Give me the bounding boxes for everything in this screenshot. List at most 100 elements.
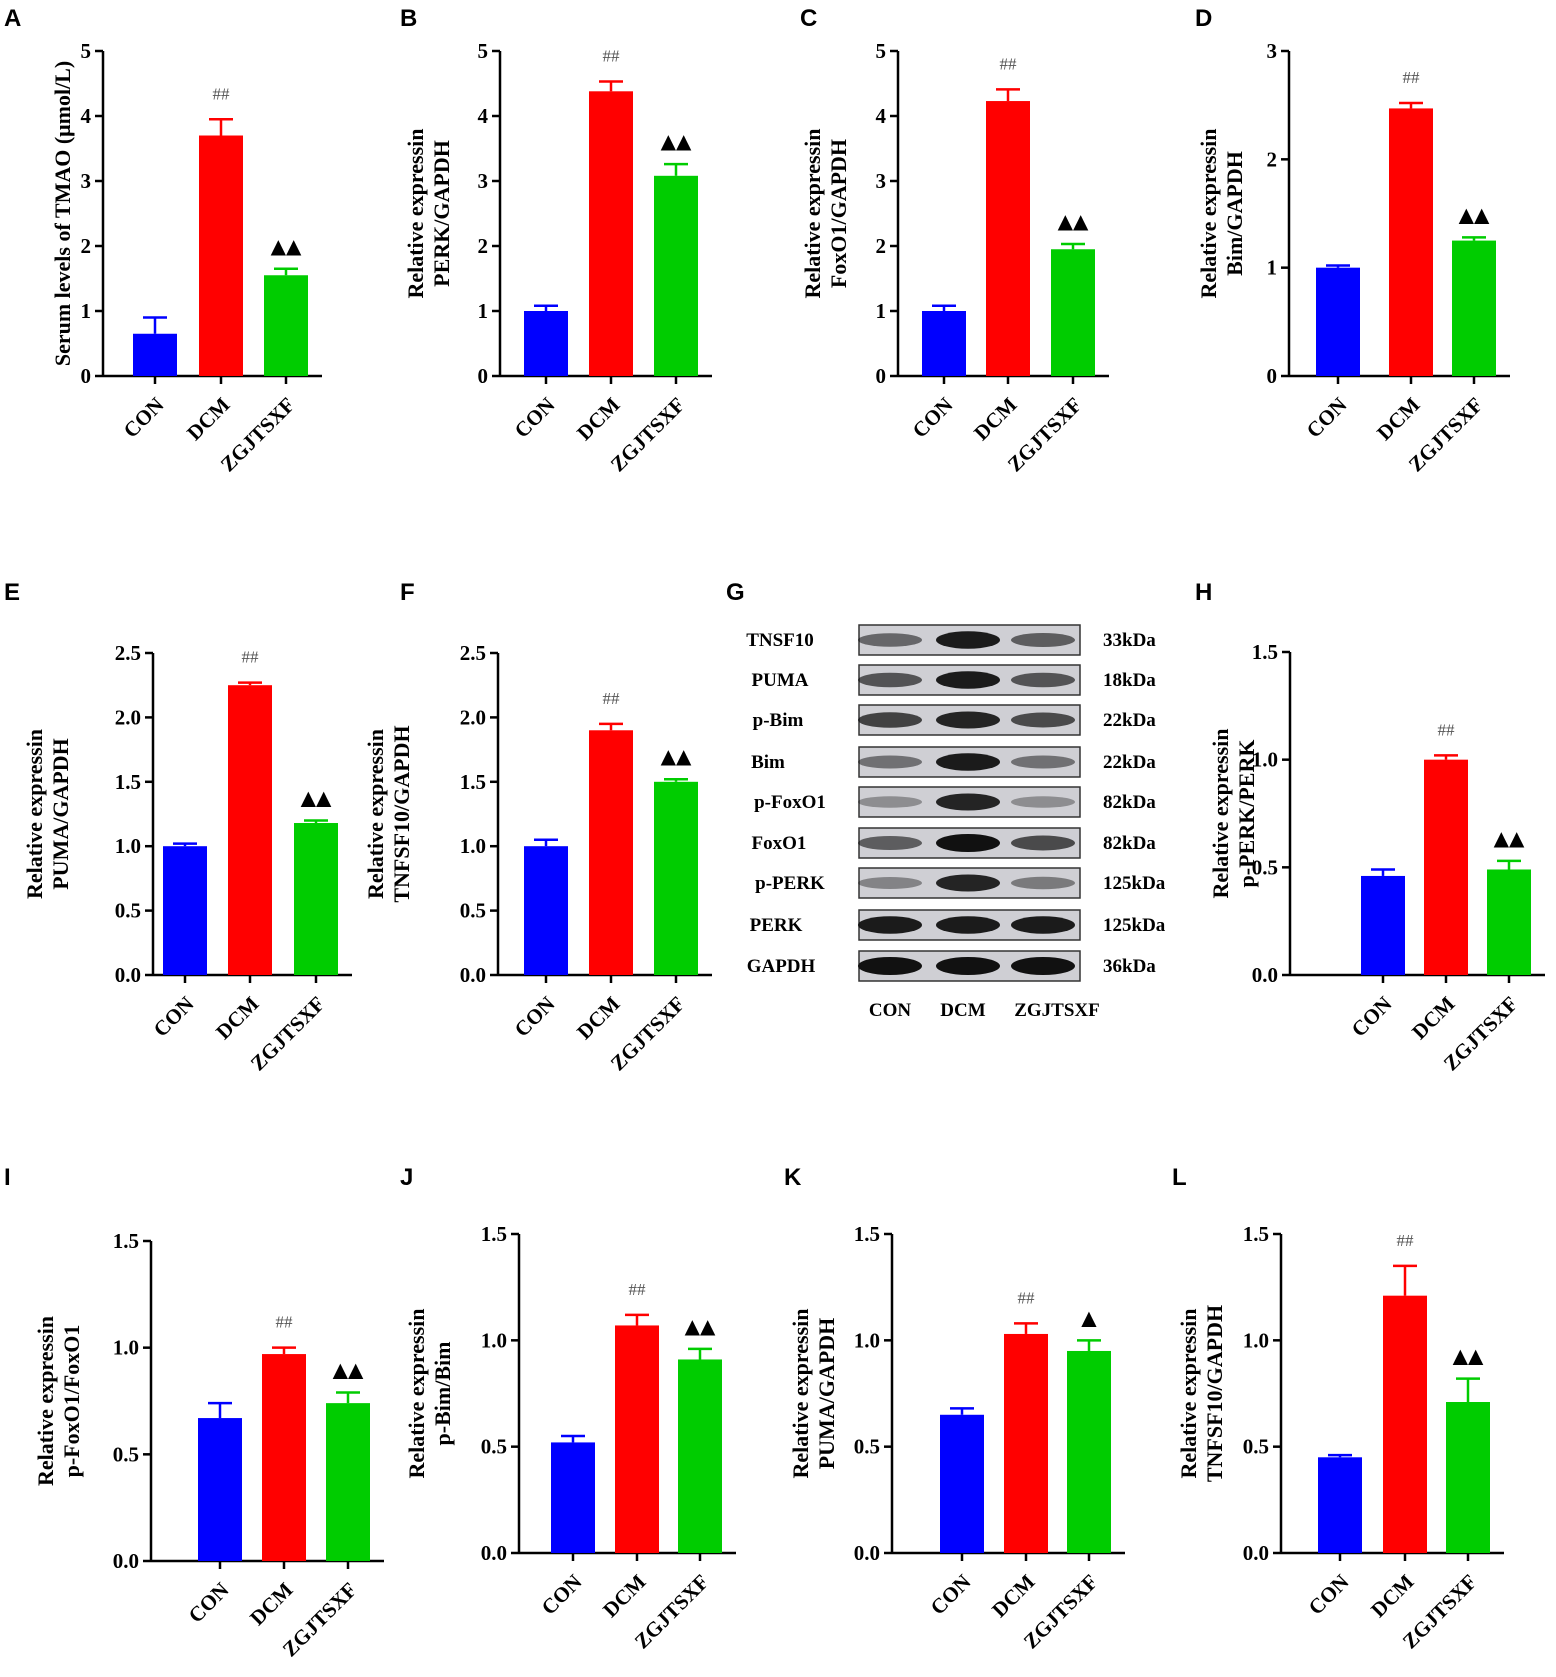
y-axis-title: Bim/GAPDH <box>1222 151 1247 276</box>
blot-size-label: 33kDa <box>1103 630 1156 651</box>
blot-band <box>858 836 922 850</box>
y-tick-label: 5 <box>876 39 887 63</box>
y-tick-label: 0 <box>876 364 887 388</box>
blot-protein-label: PUMA <box>752 670 809 691</box>
y-tick-label: 1.0 <box>481 1328 507 1352</box>
y-tick-label: 0 <box>478 364 489 388</box>
blot-protein-label: FoxO1 <box>752 833 807 854</box>
significance-triangle: ▲▲ <box>1459 202 1490 226</box>
blot-size-label: 36kDa <box>1103 956 1156 977</box>
blot-band <box>1011 876 1075 890</box>
significance-triangle: ▲▲ <box>333 1357 364 1381</box>
panel-letter: K <box>784 1164 802 1191</box>
blot-band <box>936 631 1000 649</box>
y-tick-label: 2 <box>1267 147 1278 171</box>
y-tick-label: 2 <box>81 234 92 258</box>
blot-protein-label: PERK <box>750 915 803 936</box>
y-tick-label: 4 <box>478 104 489 128</box>
significance-triangle: ▲▲ <box>661 744 692 768</box>
x-category-label: DCM <box>1407 991 1460 1044</box>
y-tick-label: 1.5 <box>113 1229 139 1253</box>
significance-hash: ## <box>603 47 621 66</box>
panel-letter: D <box>1195 5 1212 32</box>
y-axis-title: PUMA/GAPDH <box>48 738 73 890</box>
significance-triangle: ▲▲ <box>661 129 692 153</box>
bar-con <box>1361 875 1405 975</box>
y-tick-label: 1.5 <box>1243 1222 1269 1246</box>
y-tick-label: 4 <box>81 104 92 128</box>
bar-zgjtsxf <box>1067 1350 1111 1553</box>
blot-band <box>936 671 1000 689</box>
y-tick-label: 1.0 <box>1243 1328 1269 1352</box>
bar-dcm <box>199 135 243 376</box>
x-category-label: DCM <box>987 1569 1040 1622</box>
blot-band <box>1011 796 1075 808</box>
y-tick-label: 0.0 <box>460 963 486 987</box>
significance-hash: ## <box>1397 1231 1415 1250</box>
y-tick-label: 2 <box>478 234 489 258</box>
blot-band <box>858 633 922 647</box>
blot-band <box>1011 835 1075 851</box>
blot-band <box>1011 755 1075 769</box>
bar-con <box>922 311 966 376</box>
bar-zgjtsxf <box>294 823 338 975</box>
y-tick-label: 0.0 <box>1243 1541 1269 1565</box>
bar-dcm <box>1424 759 1468 975</box>
panel-letter: F <box>400 579 415 606</box>
bar-con <box>1316 267 1360 376</box>
y-tick-label: 3 <box>81 169 92 193</box>
y-tick-label: 0.0 <box>481 1541 507 1565</box>
blot-lane-label: CON <box>869 1000 912 1021</box>
y-tick-label: 2.5 <box>460 641 486 665</box>
y-tick-label: 3 <box>876 169 887 193</box>
bar-zgjtsxf <box>1051 249 1095 376</box>
panel-letter: B <box>400 5 417 32</box>
panel-letter: C <box>800 5 817 32</box>
y-tick-label: 0.5 <box>460 899 486 923</box>
y-tick-label: 1.0 <box>460 834 486 858</box>
y-tick-label: 1.5 <box>460 770 486 794</box>
y-tick-label: 1.5 <box>1252 640 1278 664</box>
bar-zgjtsxf <box>1446 1402 1490 1553</box>
bar-con <box>524 311 568 376</box>
blot-size-label: 22kDa <box>1103 752 1156 773</box>
blot-band <box>858 916 922 934</box>
y-tick-label: 0.0 <box>115 963 141 987</box>
blot-band <box>1011 916 1075 934</box>
blot-lane-label: DCM <box>940 1000 985 1021</box>
blot-band <box>858 957 922 975</box>
x-category-label: DCM <box>1366 1569 1419 1622</box>
bar-zgjtsxf <box>1452 240 1496 376</box>
bar-dcm <box>589 91 633 377</box>
y-axis-title: PERK/GAPDH <box>429 140 454 287</box>
y-tick-label: 1.5 <box>854 1222 880 1246</box>
panel-k: K 0.0 0.5 1.0 1.5 Relative expressin PUMA/GAPD… <box>784 1164 1125 1653</box>
x-category-label: DCM <box>245 1577 298 1630</box>
significance-triangle: ▲▲ <box>301 785 332 809</box>
y-axis-title: Relative expressin <box>1208 728 1233 898</box>
blot-band <box>936 957 1000 975</box>
panel-letter: L <box>1172 1164 1187 1191</box>
panel-l: L 0.0 0.5 1.0 1.5 Relative expressin TNFSF10/G… <box>1172 1164 1504 1653</box>
blot-band <box>1011 957 1075 975</box>
y-tick-label: 0.0 <box>113 1549 139 1573</box>
bar-zgjtsxf <box>1487 869 1531 975</box>
y-tick-label: 0.5 <box>1252 855 1278 879</box>
blot-band <box>936 916 1000 934</box>
x-category-label: CON <box>1347 992 1397 1042</box>
bar-dcm <box>262 1354 306 1561</box>
y-tick-label: 1.0 <box>1252 748 1278 772</box>
x-category-label: CON <box>926 1570 976 1620</box>
y-axis-title: Relative expressin <box>33 1316 58 1486</box>
bar-con <box>1318 1457 1362 1553</box>
y-tick-label: 0 <box>81 364 92 388</box>
panel-letter: A <box>4 5 21 32</box>
blot-protein-label: TNSF10 <box>746 630 814 651</box>
y-tick-label: 1.0 <box>113 1336 139 1360</box>
significance-triangle: ▲▲ <box>1453 1344 1484 1368</box>
y-axis-title: FoxO1/GAPDH <box>826 139 851 288</box>
bar-zgjtsxf <box>326 1403 370 1561</box>
significance-hash: ## <box>276 1313 294 1332</box>
